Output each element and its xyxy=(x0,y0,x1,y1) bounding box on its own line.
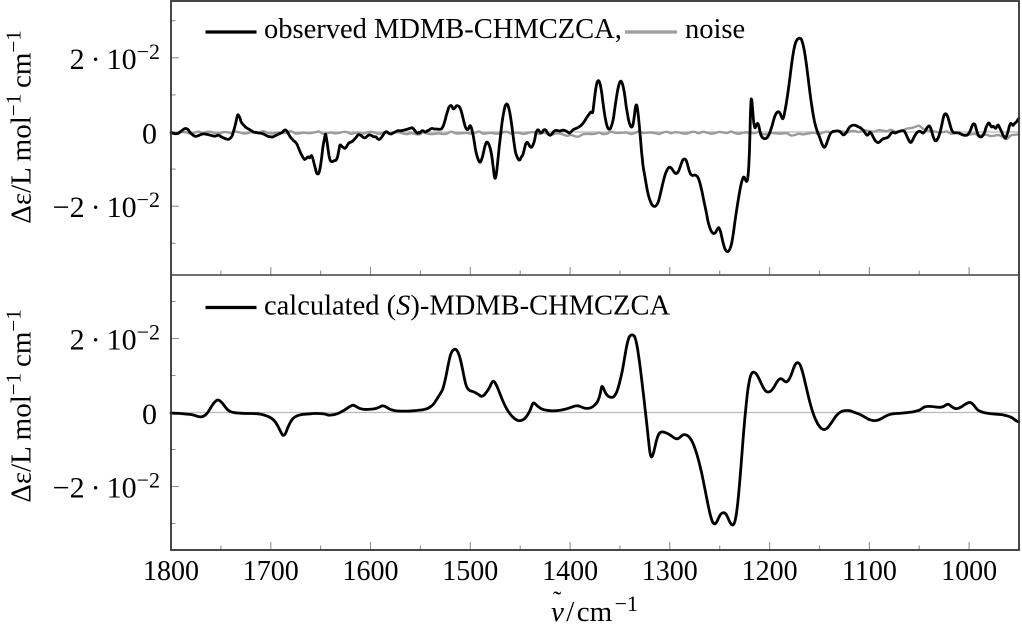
svg-text:observed MDMB-CHMCZCA,: observed MDMB-CHMCZCA, xyxy=(264,14,622,45)
svg-text:1400: 1400 xyxy=(542,556,598,587)
svg-text:0: 0 xyxy=(142,398,157,431)
svg-text:calculated (S)-MDMB-CHMCZCA: calculated (S)-MDMB-CHMCZCA xyxy=(264,291,670,322)
svg-text:1200: 1200 xyxy=(742,556,798,587)
svg-text:−2 · 10−2: −2 · 10−2 xyxy=(53,187,160,224)
svg-text:1700: 1700 xyxy=(243,556,299,587)
svg-text:˜: ˜ xyxy=(553,588,562,615)
svg-text:1000: 1000 xyxy=(941,556,997,587)
svg-text:1600: 1600 xyxy=(343,556,399,587)
svg-text:1800: 1800 xyxy=(143,556,199,587)
svg-text:noise: noise xyxy=(685,14,745,45)
svg-text:0: 0 xyxy=(142,118,157,151)
svg-text:2 · 10−2: 2 · 10−2 xyxy=(70,320,160,357)
svg-text:Δε/L mol−1 cm−1: Δε/L mol−1 cm−1 xyxy=(2,30,38,223)
svg-text:1500: 1500 xyxy=(442,556,498,587)
svg-text:Δε/L mol−1 cm−1: Δε/L mol−1 cm−1 xyxy=(2,309,38,502)
svg-text:1300: 1300 xyxy=(642,556,698,587)
svg-text:1100: 1100 xyxy=(842,556,897,587)
